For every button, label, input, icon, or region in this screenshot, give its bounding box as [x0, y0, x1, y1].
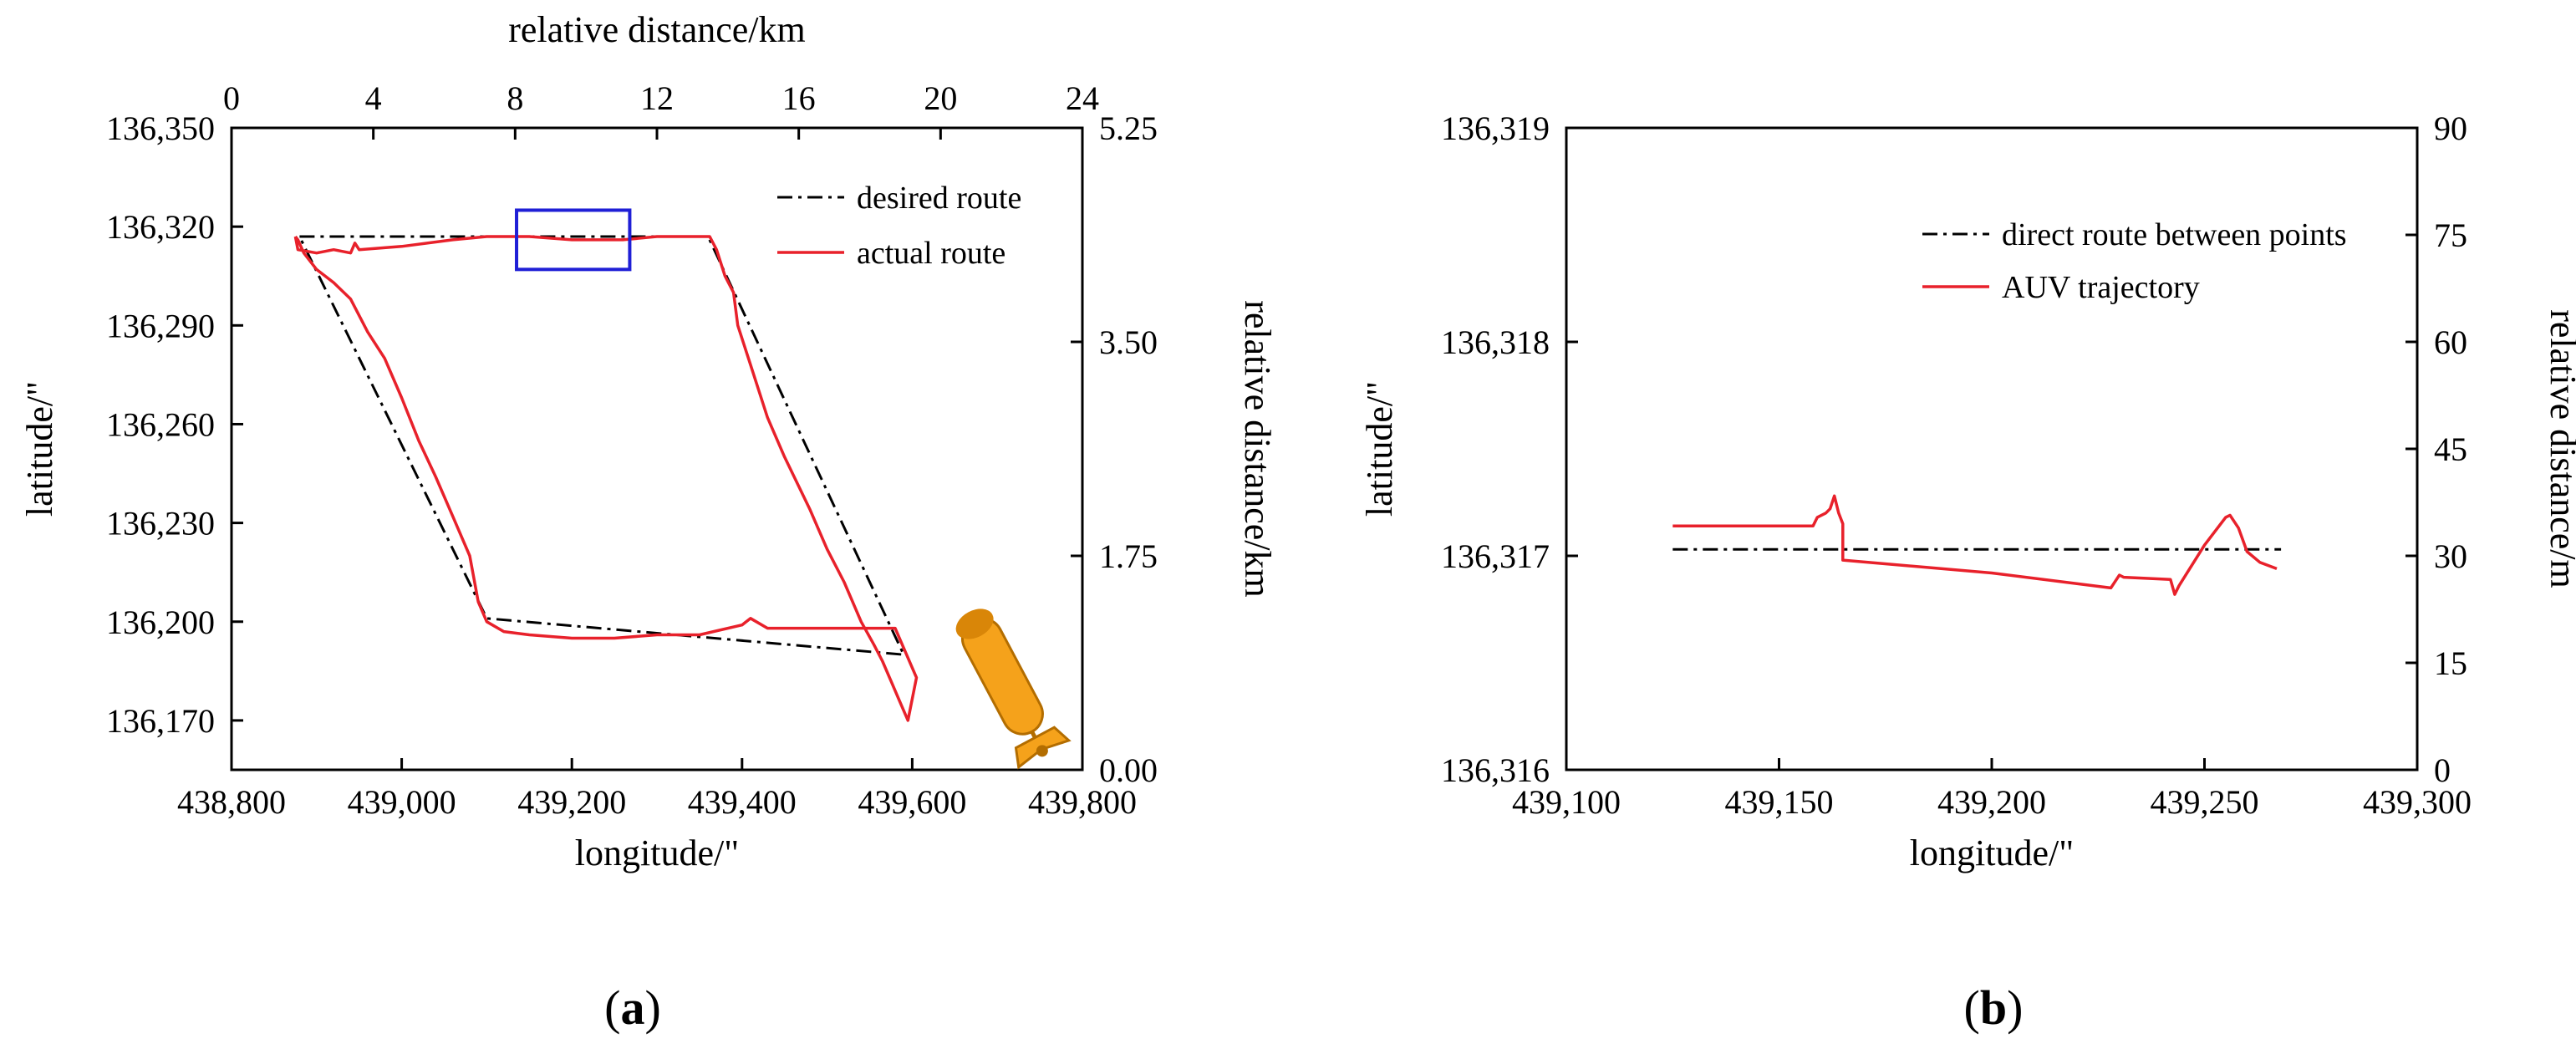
- chart-a-plot-frame: [230, 126, 1084, 771]
- chart-b-y-tick-label: 136,317: [1441, 537, 1550, 575]
- chart-a-y-tick-label: 136,320: [106, 208, 215, 246]
- chart-a-series-line-0: [298, 235, 905, 656]
- chart-b-x-tick-label: 439,200: [1937, 783, 2046, 821]
- chart-a-y-tick-label: 136,260: [106, 405, 215, 443]
- chart-b-y2-axis-title: relative distance/m: [2543, 309, 2576, 588]
- chart-b-y-tick-label: 136,318: [1441, 323, 1550, 361]
- chart-a-legend: desired route actual route: [777, 181, 1021, 271]
- chart-a-y-tick-label: 136,230: [106, 505, 215, 542]
- chart-b-marks: [1672, 494, 2282, 596]
- chart-b-y2-tick-label: 60: [2434, 323, 2467, 361]
- chart-a-x-tick-label: 439,000: [348, 783, 456, 821]
- chart-a-x2-tick-label: 20: [924, 79, 957, 117]
- chart-a-y2-axis-title: relative distance/km: [1237, 300, 1278, 598]
- chart-b-y-tick-label: 136,316: [1441, 751, 1550, 789]
- chart-b-y2-tick-label: 45: [2434, 430, 2467, 468]
- chart-a-x2-axis-title: relative distance/km: [508, 9, 806, 50]
- chart-b-x-tick-label: 439,250: [2151, 783, 2259, 821]
- chart-b-series-line-1: [1672, 494, 2278, 596]
- chart-b-y2-tick-label: 30: [2434, 537, 2467, 575]
- chart-a-caption-letter: a: [621, 980, 645, 1035]
- chart-a-x-tick-label: 439,800: [1028, 783, 1137, 821]
- chart-a-x-tick-label: 439,200: [517, 783, 626, 821]
- chart-b-y-axis-title: latitude/": [1359, 381, 1400, 517]
- chart-b-legend: direct route between points AUV trajecto…: [1922, 217, 2347, 305]
- chart-b-caption-open: (: [1964, 980, 1980, 1035]
- chart-a-y2-tick-label: 3.50: [1099, 323, 1158, 361]
- chart-b-x-tick-label: 439,300: [2363, 783, 2472, 821]
- chart-a-caption: (a): [604, 980, 661, 1035]
- chart-a-y2-tick-label: 5.25: [1099, 109, 1158, 147]
- chart-a-marks: [293, 208, 919, 722]
- chart-b-x-tick-label: 439,100: [1512, 783, 1621, 821]
- chart-a-x2-tick-label: 0: [223, 79, 240, 117]
- chart-a: 438,800 439,000 439,200 439,400 439,600 439,8…: [19, 9, 1278, 1035]
- chart-a-y-tick-label: 136,350: [106, 109, 215, 147]
- chart-a-zoom-box: [515, 208, 632, 272]
- chart-b-y-tick-label: 136,319: [1441, 109, 1550, 147]
- chart-a-x-tick-label: 439,600: [858, 783, 966, 821]
- chart-a-x2-tick-label: 16: [782, 79, 816, 117]
- chart-a-caption-open: (: [604, 980, 620, 1035]
- chart-a-caption-close: ): [645, 980, 661, 1035]
- chart-a-x2-tick-label: 24: [1066, 79, 1099, 117]
- chart-b-caption: (b): [1964, 980, 2024, 1035]
- chart-a-legend-label-desired: desired route: [857, 181, 1021, 216]
- chart-b-x-tick-label: 439,150: [1725, 783, 1834, 821]
- chart-a-y-tick-label: 136,290: [106, 307, 215, 344]
- chart-b-y2-tick-label: 0: [2434, 751, 2451, 789]
- chart-a-x-tick-label: 438,800: [177, 783, 286, 821]
- chart-b-y2-tick-label: 75: [2434, 216, 2467, 254]
- chart-b-y2-tick-label: 90: [2434, 109, 2467, 147]
- chart-a-ticks: 438,800 439,000 439,200 439,400 439,600 439,8…: [106, 79, 1158, 821]
- chart-b: 439,100 439,150 439,200 439,250 439,300 136,3…: [1359, 109, 2576, 1035]
- chart-a-y2-tick-label: 0.00: [1099, 751, 1158, 789]
- chart-a-x2-tick-label: 8: [507, 79, 523, 117]
- chart-b-x-axis-title: longitude/": [1910, 833, 2074, 873]
- chart-a-x2-tick-label: 12: [640, 79, 674, 117]
- chart-b-legend-label-direct: direct route between points: [2002, 217, 2347, 252]
- chart-b-caption-letter: b: [1980, 980, 2007, 1035]
- chart-a-x-tick-label: 439,400: [688, 783, 797, 821]
- chart-b-legend-label-auv: AUV trajectory: [2002, 270, 2200, 305]
- chart-a-legend-label-actual: actual route: [857, 236, 1005, 271]
- chart-b-caption-close: ): [2007, 980, 2023, 1035]
- chart-a-y-tick-label: 136,200: [106, 603, 215, 641]
- chart-b-ticks: 439,100 439,150 439,200 439,250 439,300 136,3…: [1441, 109, 2472, 821]
- chart-a-y-tick-label: 136,170: [106, 702, 215, 740]
- chart-a-x2-tick-label: 4: [365, 79, 382, 117]
- chart-a-y2-tick-label: 1.75: [1099, 537, 1158, 575]
- chart-a-y-axis-title: latitude/": [19, 381, 60, 517]
- auv-icon: [955, 609, 1072, 770]
- chart-a-x-axis-title: longitude/": [575, 833, 739, 873]
- chart-a-series-line-1: [293, 235, 919, 722]
- chart-b-y2-tick-label: 15: [2434, 644, 2467, 682]
